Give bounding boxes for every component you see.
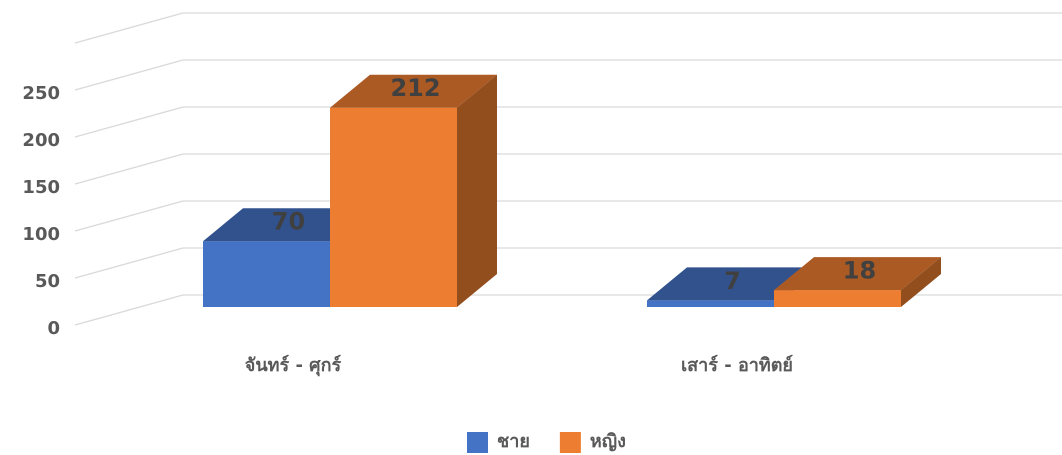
bar-side xyxy=(901,257,941,307)
y-tick-label: 250 xyxy=(22,83,60,104)
bar-front xyxy=(647,300,774,307)
y-tick-label: 150 xyxy=(22,177,60,198)
grid-line xyxy=(74,294,184,326)
x-tick-label: เสาร์ - อาทิตย์ xyxy=(681,354,793,376)
grid-line xyxy=(74,153,184,185)
legend-swatch xyxy=(559,432,581,453)
bar-top xyxy=(330,74,497,108)
legend-swatch xyxy=(467,432,488,453)
bar-front xyxy=(203,241,330,307)
grid-line xyxy=(74,200,184,232)
bar xyxy=(774,257,941,307)
grid-line xyxy=(74,106,184,138)
y-tick-label: 0 xyxy=(47,318,60,339)
grid-line xyxy=(74,247,184,279)
y-tick-label: 200 xyxy=(22,130,60,151)
y-tick-label: 100 xyxy=(22,224,60,245)
bar-side xyxy=(457,74,497,307)
bar-top xyxy=(774,257,941,291)
bar-front xyxy=(330,107,457,307)
bar-front xyxy=(774,290,901,307)
bar-top xyxy=(647,267,814,301)
bar xyxy=(330,74,497,307)
value-label: 70 xyxy=(272,208,305,236)
grid-line xyxy=(74,59,184,91)
y-tick-label: 50 xyxy=(35,271,60,292)
bar-top xyxy=(203,208,370,242)
value-label: 18 xyxy=(843,257,876,285)
x-tick-label: จันทร์ - ศุกร์ xyxy=(245,354,342,377)
value-label: 7 xyxy=(724,267,741,295)
legend-label: ชาย xyxy=(497,431,530,452)
grid-line xyxy=(74,12,184,44)
legend-label: หญิง xyxy=(590,431,626,452)
value-label: 212 xyxy=(390,74,440,102)
